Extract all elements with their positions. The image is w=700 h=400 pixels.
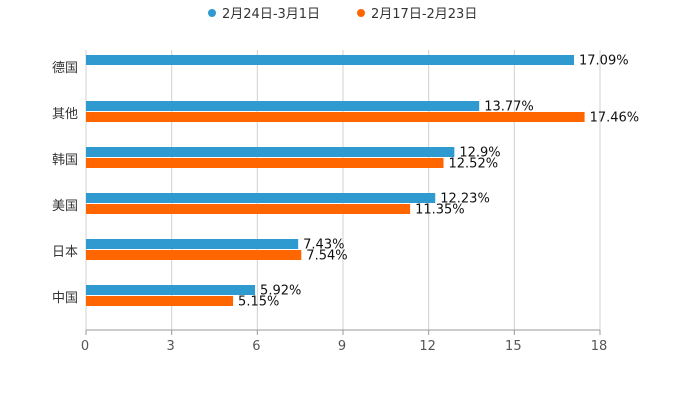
- bar-2: [86, 296, 234, 306]
- data-labels: 17.09% 13.77% 17.46% 12.9%12.52% 12.23%11.35…: [238, 54, 639, 310]
- category-label: 美国: [52, 199, 78, 214]
- legend-marker-1: [208, 9, 216, 17]
- data-label-2: 12.52%: [449, 157, 499, 172]
- gridlines: [85, 50, 601, 330]
- legend-label-2: 2月17日-2月23日: [371, 7, 477, 22]
- x-tick-label: 3: [167, 339, 175, 354]
- data-label-1: 17.09%: [579, 54, 629, 69]
- legend-label-1: 2月24日-3月1日: [222, 7, 320, 22]
- bar-2: [86, 250, 302, 260]
- legend-marker-2: [357, 9, 365, 17]
- data-label-1: 13.77%: [484, 100, 534, 115]
- data-label-2: 17.46%: [590, 111, 640, 126]
- x-tick-label: 0: [81, 339, 89, 354]
- x-axis: 0 3 6 9 12 15 18: [81, 329, 608, 354]
- category-label: 中国: [52, 291, 78, 306]
- data-label-2: 5.15%: [238, 295, 279, 310]
- bar-2: [86, 112, 585, 122]
- bar-1: [86, 147, 455, 157]
- data-label-1: 12.23%: [440, 192, 490, 207]
- data-label-2: 7.54%: [306, 249, 347, 264]
- x-tick-label: 15: [505, 339, 522, 354]
- category-label: 韩国: [52, 153, 78, 168]
- x-tick-label: 6: [252, 339, 260, 354]
- bar-2: [86, 204, 411, 214]
- x-tick-label: 12: [419, 339, 436, 354]
- bar-1: [86, 193, 436, 203]
- category-label: 其他: [52, 107, 78, 122]
- legend: 2月24日-3月1日 2月17日-2月23日: [208, 7, 477, 22]
- bar-1: [86, 101, 480, 111]
- bar-2: [86, 158, 444, 168]
- data-label-1: 7.43%: [303, 238, 344, 253]
- category-label: 日本: [52, 245, 78, 260]
- data-label-2: 11.35%: [415, 203, 465, 218]
- bar-1: [86, 55, 575, 65]
- bar-1: [86, 239, 299, 249]
- x-tick-label: 18: [591, 339, 608, 354]
- bar-1: [86, 285, 256, 295]
- data-label-1: 12.9%: [459, 146, 500, 161]
- bars: [86, 55, 585, 306]
- x-tick-label: 9: [338, 339, 346, 354]
- data-label-1: 5.92%: [260, 284, 301, 299]
- category-label: 德国: [52, 61, 78, 76]
